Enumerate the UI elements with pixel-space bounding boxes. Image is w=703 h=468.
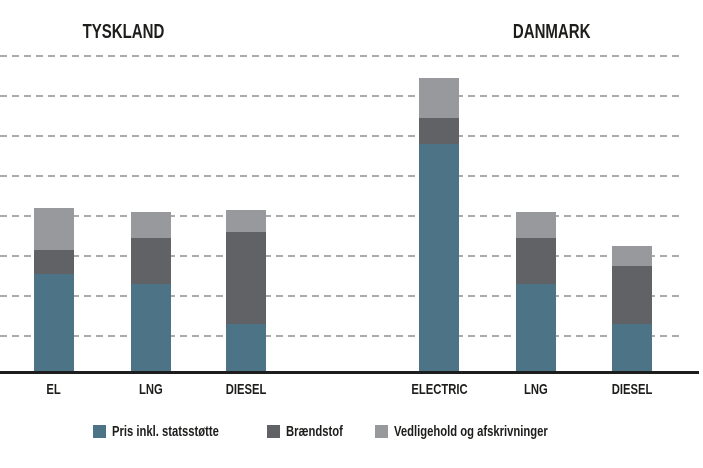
bar-segment bbox=[131, 212, 171, 238]
x-axis-label-text: ELECTRIC bbox=[410, 381, 468, 398]
bar-segment bbox=[131, 284, 171, 372]
bar-segment bbox=[226, 324, 266, 372]
gridline bbox=[0, 175, 681, 177]
legend-swatch-pris-icon bbox=[93, 425, 106, 438]
bar-segment bbox=[516, 284, 556, 372]
x-axis-label-text: DIESEL bbox=[611, 381, 653, 398]
bar-segment bbox=[226, 232, 266, 324]
x-axis-label-text: LNG bbox=[139, 381, 163, 398]
x-axis-label-text: DIESEL bbox=[225, 381, 267, 398]
bar-lng-4 bbox=[516, 212, 556, 372]
bar-segment bbox=[131, 238, 171, 284]
bar-segment bbox=[419, 118, 459, 144]
group-title-danmark-text: DANMARK bbox=[513, 21, 591, 43]
group-title-tyskland: TYSKLAND bbox=[23, 21, 223, 44]
bar-segment bbox=[612, 266, 652, 324]
bar-segment bbox=[612, 324, 652, 372]
bar-diesel-2 bbox=[226, 210, 266, 372]
x-axis-label-el: EL bbox=[0, 381, 114, 398]
gridline bbox=[0, 215, 681, 217]
bar-segment bbox=[419, 78, 459, 118]
legend-item-pris: Pris inkl. statsstøtte bbox=[93, 423, 255, 440]
x-axis-label-diesel: DIESEL bbox=[572, 381, 692, 398]
legend-swatch-vedligehold-icon bbox=[375, 425, 388, 438]
x-axis-label-lng: LNG bbox=[476, 381, 596, 398]
bar-segment bbox=[34, 208, 74, 250]
gridline bbox=[0, 295, 681, 297]
bar-segment bbox=[516, 212, 556, 238]
x-axis-line bbox=[0, 371, 699, 374]
group-title-tyskland-text: TYSKLAND bbox=[82, 21, 164, 43]
bar-electric-3 bbox=[419, 78, 459, 372]
gridline bbox=[0, 255, 681, 257]
bar-segment bbox=[34, 274, 74, 372]
x-axis-label-diesel: DIESEL bbox=[186, 381, 306, 398]
bar-segment bbox=[516, 238, 556, 284]
bar-segment bbox=[226, 210, 266, 232]
legend-label-braendstof: Brændstof bbox=[286, 423, 343, 440]
legend-label-vedligehold: Vedligehold og afskrivninger bbox=[394, 423, 548, 440]
group-title-danmark: DANMARK bbox=[452, 21, 652, 44]
gridline bbox=[0, 135, 681, 137]
x-axis-label-lng: LNG bbox=[91, 381, 211, 398]
gridline bbox=[0, 335, 681, 337]
x-axis-label-text: EL bbox=[46, 381, 62, 398]
bar-diesel-5 bbox=[612, 246, 652, 372]
gridline bbox=[0, 95, 681, 97]
bar-lng-1 bbox=[131, 212, 171, 372]
bar-segment bbox=[34, 250, 74, 274]
bar-segment bbox=[419, 144, 459, 372]
legend-swatch-braendstof-icon bbox=[267, 425, 280, 438]
bar-el-0 bbox=[34, 208, 74, 372]
legend-item-braendstof: Brændstof bbox=[267, 423, 362, 440]
legend-label-pris: Pris inkl. statsstøtte bbox=[112, 423, 219, 440]
x-axis-label-text: LNG bbox=[524, 381, 548, 398]
bar-segment bbox=[612, 246, 652, 266]
legend-item-vedligehold: Vedligehold og afskrivninger bbox=[375, 423, 599, 440]
x-axis-label-electric: ELECTRIC bbox=[379, 381, 499, 398]
gridline bbox=[0, 55, 681, 57]
